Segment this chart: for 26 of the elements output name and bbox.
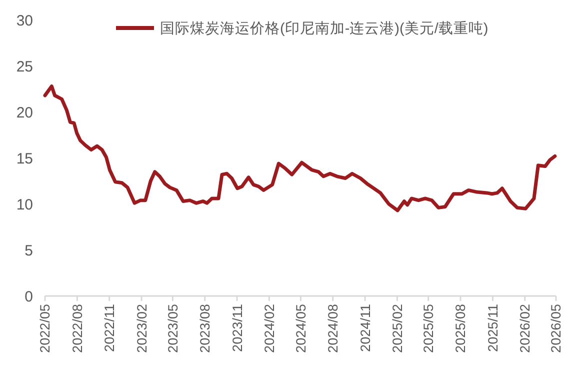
- x-tick-label: 2023/02: [134, 304, 150, 353]
- x-tick-label: 2025/05: [421, 304, 436, 353]
- y-tick-label: 5: [24, 242, 33, 260]
- x-tick-label: 2024/11: [358, 304, 373, 352]
- x-tick-label: 2022/11: [102, 304, 118, 352]
- x-tick-label: 2022/08: [70, 304, 85, 353]
- x-tick-label: 2023/05: [165, 304, 180, 353]
- x-tick-label: 2025/02: [390, 304, 405, 353]
- x-tick-label: 2026/02: [518, 304, 533, 353]
- x-tick-label: 2023/08: [198, 304, 213, 353]
- x-tick-label: 2025/08: [453, 304, 468, 353]
- x-tick-label: 2022/05: [38, 304, 53, 353]
- x-tick-label: 2024/02: [262, 304, 277, 353]
- x-tick-label: 2025/11: [485, 304, 500, 352]
- x-tick-label: 2023/11: [230, 304, 245, 352]
- y-tick-label: 30: [16, 12, 33, 30]
- legend-label: 国际煤炭海运价格(印尼南加-连云港)(美元/载重吨): [160, 20, 488, 38]
- x-tick-label: 2024/05: [293, 304, 308, 353]
- y-tick-label: 10: [16, 196, 33, 214]
- line-series: [43, 84, 557, 212]
- y-tick-label: 0: [24, 288, 33, 306]
- x-tick-label: 2026/05: [548, 304, 564, 353]
- x-tick-label: 2024/08: [326, 304, 341, 353]
- y-tick-label: 20: [16, 104, 33, 122]
- y-tick-label: 15: [16, 150, 33, 168]
- y-tick-label: 25: [16, 58, 33, 76]
